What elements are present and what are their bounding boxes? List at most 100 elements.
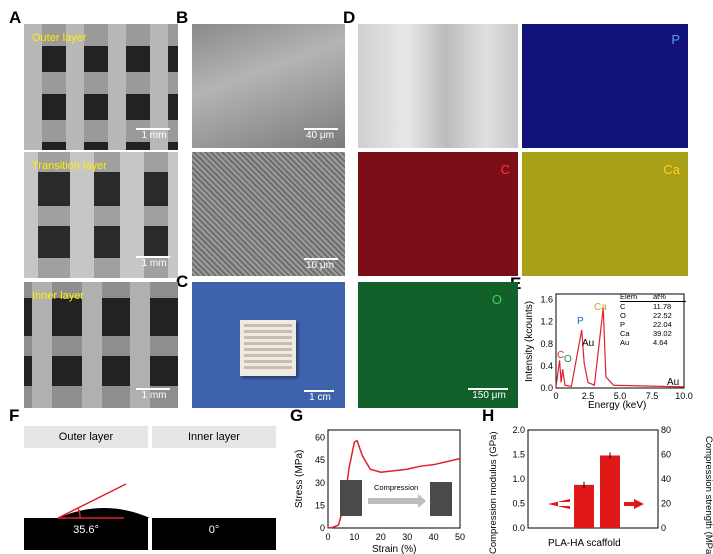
x-axis-label: PLA-HA scaffold: [548, 538, 621, 549]
x-tick-label: 10: [349, 532, 359, 542]
x-tick-label: 30: [402, 532, 412, 542]
panel-letter-h: H: [482, 406, 495, 425]
eds-map-o: O 150 μm: [358, 282, 518, 408]
eds-sem-image: [358, 24, 518, 148]
compression-arrow: [368, 494, 426, 508]
x-tick-label: 50: [455, 532, 465, 542]
tangent-line: [57, 483, 127, 519]
panel-letter-d: D: [343, 8, 356, 27]
map-label-ca: Ca: [663, 162, 680, 177]
arrow-left: [548, 499, 570, 509]
scale-bar: [136, 128, 170, 130]
specimen-photo-after: [430, 482, 452, 516]
y-tick-label: 0.4: [540, 361, 553, 371]
map-label-c: C: [500, 162, 510, 177]
water-droplet: [58, 508, 150, 518]
table-cell-element: Ca: [620, 329, 630, 338]
scale-bar: [136, 256, 170, 258]
y-tick-label: 1.6: [540, 295, 553, 305]
composition-table: Elem at% C 11.78 O 22.52 P 22.04 Ca 39.02 Au 4.64: [620, 292, 686, 347]
x-tick-label: 7.5: [646, 391, 659, 401]
y-tick-label-left: 0.5: [512, 499, 525, 509]
y-tick-label-right: 80: [661, 425, 671, 435]
grid-structure-outer: [24, 24, 178, 150]
peak-label-au: Au: [582, 338, 594, 349]
table-header: Elem at%: [620, 292, 686, 302]
compression-label: Compression: [374, 483, 418, 492]
arrow-right: [624, 499, 644, 509]
table-head-at: at%: [653, 292, 666, 301]
scaffold-sample: [240, 320, 296, 376]
sem-transition-layer: Transition layer 1 mm: [24, 152, 178, 278]
y-tick-label-right: 0: [661, 523, 666, 533]
table-cell-value: 22.04: [653, 320, 672, 329]
peak-label-au-2: Au: [667, 377, 679, 388]
stress-strain-chart: 0 15 30 45 60 0 10 20 30 40 50 Stress (MPa) Strai…: [294, 429, 465, 554]
x-axis-label: Strain (%): [372, 544, 416, 554]
y-tick-label-left: 0.0: [512, 523, 525, 533]
y-tick-label-left: 1.5: [512, 450, 525, 460]
panel-letter-f: F: [9, 406, 20, 425]
y-tick-label: 60: [315, 433, 325, 443]
scaffold-pores: [244, 324, 292, 372]
plot-frame: [327, 429, 461, 529]
panel-letter-c: C: [176, 272, 189, 291]
substrate-inner: 0°: [152, 518, 276, 550]
y-tick-label: 15: [315, 500, 325, 510]
eds-map-p: P: [522, 24, 688, 148]
sem-inner-layer: Inner layer 1 mm: [24, 282, 178, 408]
bar: [600, 455, 620, 528]
x-tick-label: 40: [429, 532, 439, 542]
eds-map-ca: Ca: [522, 152, 688, 276]
map-label-p: P: [671, 32, 680, 47]
table-row: O 22.52: [620, 311, 686, 320]
sem-surface-high-mag: 10 μm: [192, 152, 345, 276]
contact-angle-header-inner: Inner layer: [152, 426, 276, 448]
substrate-outer: 35.6°: [24, 518, 148, 550]
label-transition-layer: Transition layer: [32, 160, 107, 172]
compression-bar-chart: 0.0 0.5 1.0 1.5 2.0 0 20 40 60 80 Compression mo…: [488, 425, 713, 554]
x-tick-label: 0: [325, 532, 330, 542]
y-tick-label-left: 2.0: [512, 425, 525, 435]
x-tick-label: 0: [553, 391, 558, 401]
scale-label: 150 μm: [472, 390, 506, 401]
eds-map-c: C: [358, 152, 518, 276]
label-inner-layer: Inner layer: [32, 290, 84, 302]
sem-surface-low-mag: 40 μm: [192, 24, 345, 148]
table-cell-element: O: [620, 311, 626, 320]
y-axis-label-right: Compression strength (MPa): [703, 436, 713, 554]
scale-label: 10 μm: [306, 260, 334, 271]
y-tick-label-right: 60: [661, 450, 671, 460]
x-tick-label: 2.5: [582, 391, 595, 401]
table-cell-element: C: [620, 302, 626, 311]
x-tick-label: 10.0: [675, 391, 693, 401]
table-row: Au 4.64: [620, 338, 686, 347]
y-tick-label: 45: [315, 455, 325, 465]
scale-bar: [304, 258, 338, 260]
bar: [574, 484, 594, 528]
y-tick-label: 0.0: [540, 383, 553, 393]
peak-label-o: O: [564, 354, 572, 365]
y-tick-label: 0: [320, 523, 325, 533]
sem-outer-layer: Outer layer 1 mm: [24, 24, 178, 150]
table-row: P 22.04: [620, 320, 686, 329]
scale-label: 1 mm: [141, 130, 167, 141]
table-cell-value: 39.02: [653, 329, 672, 338]
panel-letter-b: B: [176, 8, 189, 27]
scale-bar: [468, 388, 508, 390]
table-cell-value: 4.64: [653, 338, 668, 347]
table-row: Ca 39.02: [620, 329, 686, 338]
panel-letter-a: A: [9, 8, 22, 27]
table-cell-element: Au: [620, 338, 630, 347]
panel-letter-g: G: [290, 406, 304, 425]
plot-frame: [555, 293, 685, 389]
table-cell-value: 22.52: [653, 311, 672, 320]
y-tick-label: 30: [315, 478, 325, 488]
grid-structure-inner: [24, 282, 178, 408]
specimen-photo-before: [340, 480, 362, 516]
peak-label-c: C: [557, 350, 564, 361]
peak-label-p: P: [577, 316, 584, 327]
y-axis-label: Stress (MPa): [294, 450, 305, 508]
table-head-elem: Elem: [620, 292, 638, 301]
